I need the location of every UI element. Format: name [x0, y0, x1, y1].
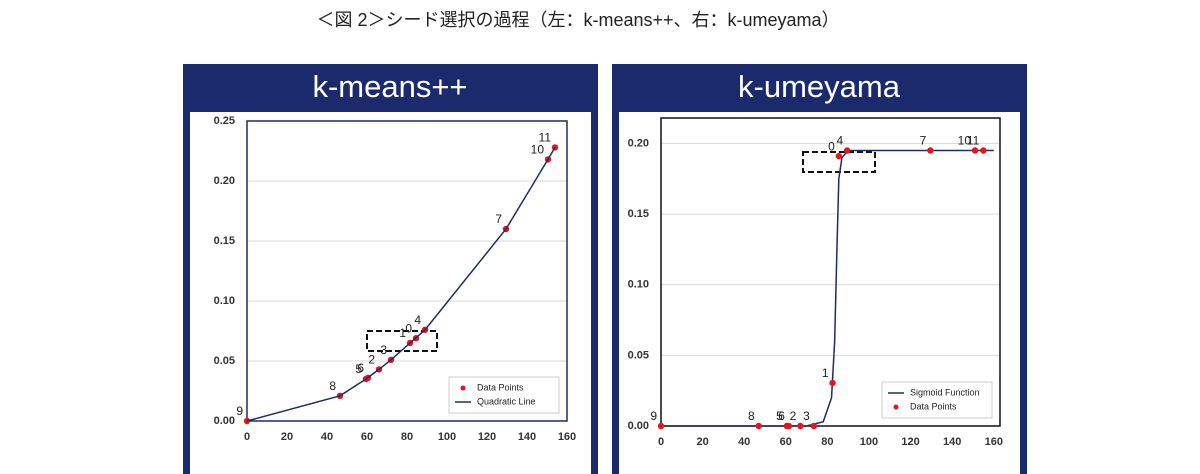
data-point — [829, 379, 836, 387]
x-tick-label: 100 — [860, 436, 878, 448]
legend-box — [448, 376, 560, 414]
point-label: 8 — [329, 379, 336, 393]
point-label: 1 — [822, 366, 829, 380]
x-tick-label: 140 — [943, 436, 961, 448]
legend-label: Data Points — [910, 401, 957, 411]
data-point — [971, 147, 979, 154]
point-label: 6 — [357, 361, 364, 375]
point-label: 4 — [836, 134, 843, 148]
legend-label: Quadratic Line — [477, 396, 536, 406]
point-label: 5 — [776, 409, 783, 423]
x-tick-label: 80 — [401, 431, 413, 443]
data-point — [843, 147, 851, 154]
x-tick-label: 0 — [658, 436, 664, 448]
y-tick-label: 0.25 — [214, 115, 235, 127]
point-label: 9 — [236, 404, 243, 418]
point-label: 2 — [790, 409, 797, 423]
caption: ＜図 2＞シード選択の過程（左：k-means++、右：k-umeyama） — [316, 10, 839, 30]
point-label: 10 — [531, 143, 545, 157]
y-tick-label: 0.20 — [628, 137, 649, 149]
legend-swatch — [893, 404, 899, 410]
line — [246, 147, 556, 422]
point-label: 1 — [399, 326, 406, 340]
legend-swatch — [460, 385, 466, 391]
y-tick-label: 0.15 — [214, 235, 235, 247]
x-tick-label: 140 — [518, 431, 536, 443]
point-label: 0 — [405, 321, 412, 335]
x-tick-label: 80 — [821, 436, 833, 448]
panel-title: k-means++ — [312, 69, 467, 104]
point-label: 9 — [650, 409, 657, 423]
data-point — [797, 422, 804, 430]
point-label: 0 — [828, 139, 835, 153]
legend-box — [881, 381, 993, 419]
y-tick-label: 0.15 — [628, 208, 649, 220]
x-tick-label: 0 — [244, 431, 250, 443]
plot-frame — [246, 120, 568, 422]
point-label: 11 — [967, 134, 980, 148]
x-tick-label: 60 — [780, 436, 792, 448]
y-tick-label: 0.05 — [214, 355, 235, 367]
y-tick-label: 0.10 — [214, 295, 235, 307]
data-point — [810, 422, 818, 430]
panel-right-body — [619, 112, 1020, 474]
point-label: 2 — [368, 353, 375, 367]
data-point — [785, 422, 793, 430]
data-point — [835, 152, 843, 160]
data-point — [927, 147, 934, 154]
legend-label: Sigmoid Function — [910, 387, 980, 397]
data-point — [755, 422, 762, 430]
highlight-box — [802, 151, 876, 173]
x-tick-label: 40 — [738, 436, 750, 448]
data-point — [980, 147, 987, 154]
x-tick-label: 160 — [985, 436, 1003, 448]
x-tick-label: 40 — [321, 431, 333, 443]
x-tick-label: 160 — [558, 431, 576, 443]
point-label: 3 — [380, 343, 387, 357]
y-tick-label: 0.10 — [628, 279, 649, 291]
point-label: 10 — [958, 134, 972, 148]
x-tick-label: 60 — [361, 431, 373, 443]
data-point — [657, 422, 665, 430]
plot-frame — [660, 117, 1001, 427]
x-tick-label: 20 — [696, 436, 708, 448]
x-tick-label: 120 — [478, 431, 496, 443]
x-tick-label: 120 — [901, 436, 919, 448]
legend-label: Data Points — [477, 382, 524, 392]
y-tick-label: 0.00 — [214, 415, 235, 427]
point-label: 7 — [920, 134, 927, 148]
y-tick-label: 0.05 — [628, 349, 649, 361]
point-label: 6 — [778, 409, 785, 423]
point-label: 8 — [748, 409, 755, 423]
x-tick-label: 20 — [281, 431, 293, 443]
point-label: 7 — [495, 212, 502, 226]
x-tick-label: 100 — [438, 431, 456, 443]
point-label: 11 — [539, 131, 552, 145]
point-label: 5 — [355, 362, 362, 376]
panel-left-body — [190, 112, 591, 474]
panel-title: k-umeyama — [738, 69, 901, 104]
y-tick-label: 0.20 — [214, 175, 235, 187]
point-label: 4 — [414, 313, 421, 327]
y-tick-label: 0.00 — [628, 420, 649, 432]
point-label: 3 — [803, 409, 810, 423]
